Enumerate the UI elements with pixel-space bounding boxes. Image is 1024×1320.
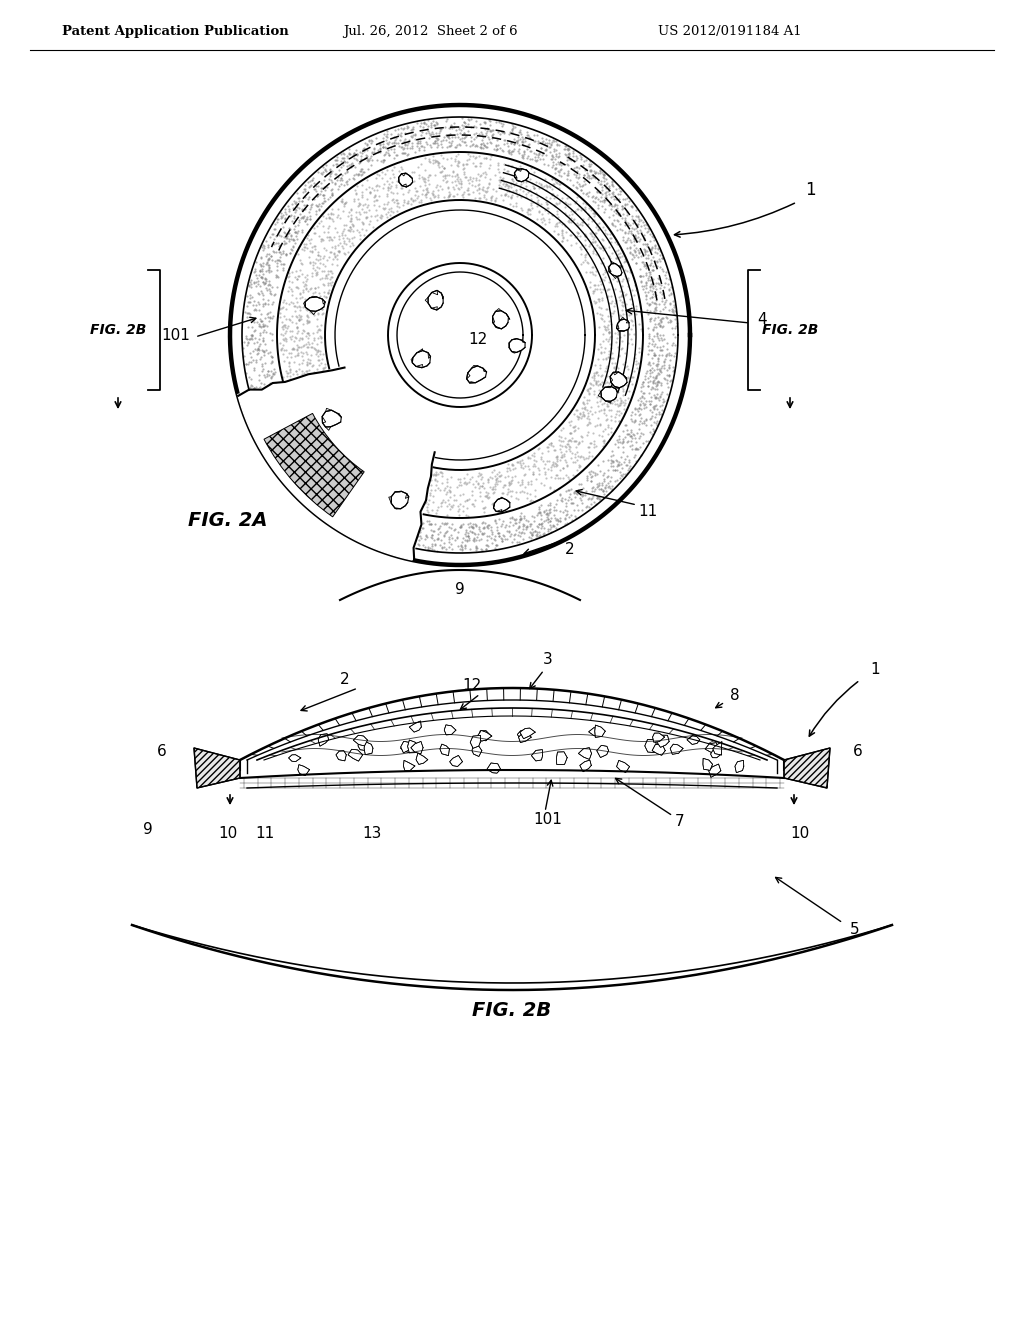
Polygon shape xyxy=(652,744,666,755)
Text: FIG. 2A: FIG. 2A xyxy=(188,511,267,529)
Polygon shape xyxy=(610,372,627,388)
Polygon shape xyxy=(238,366,435,560)
Polygon shape xyxy=(702,758,713,771)
Text: 9: 9 xyxy=(455,582,465,598)
Text: 8: 8 xyxy=(730,688,739,702)
Polygon shape xyxy=(735,760,743,772)
Text: 6: 6 xyxy=(157,744,167,759)
Polygon shape xyxy=(601,387,617,401)
Polygon shape xyxy=(556,752,567,764)
Polygon shape xyxy=(318,734,329,746)
Polygon shape xyxy=(517,730,529,739)
Text: FIG. 2B: FIG. 2B xyxy=(90,323,146,337)
Wedge shape xyxy=(264,413,365,517)
Polygon shape xyxy=(467,366,486,383)
Polygon shape xyxy=(444,725,456,735)
Text: 13: 13 xyxy=(413,466,432,480)
Polygon shape xyxy=(398,173,413,187)
Text: 1: 1 xyxy=(870,663,880,677)
Polygon shape xyxy=(652,733,665,742)
Polygon shape xyxy=(289,755,301,762)
Polygon shape xyxy=(413,351,430,368)
Text: 11: 11 xyxy=(638,504,657,520)
Text: 12: 12 xyxy=(463,677,481,693)
Polygon shape xyxy=(579,747,592,759)
Polygon shape xyxy=(670,744,683,754)
Polygon shape xyxy=(706,743,720,754)
Polygon shape xyxy=(411,742,423,754)
Text: 10: 10 xyxy=(791,825,810,841)
Polygon shape xyxy=(487,763,501,774)
Text: FIG. 2B: FIG. 2B xyxy=(762,323,818,337)
Text: FIG. 2B: FIG. 2B xyxy=(472,1001,552,1019)
Polygon shape xyxy=(520,729,536,739)
Text: 11: 11 xyxy=(255,825,274,841)
Text: 12: 12 xyxy=(468,333,487,347)
Text: 10: 10 xyxy=(218,825,238,841)
Polygon shape xyxy=(305,297,326,312)
Polygon shape xyxy=(416,754,428,764)
Polygon shape xyxy=(410,721,421,733)
Text: Patent Application Publication: Patent Application Publication xyxy=(61,25,289,38)
Polygon shape xyxy=(400,742,414,752)
Polygon shape xyxy=(358,741,369,750)
Polygon shape xyxy=(518,731,531,743)
Text: 101: 101 xyxy=(161,327,190,342)
Polygon shape xyxy=(597,746,608,758)
Polygon shape xyxy=(365,742,373,755)
Polygon shape xyxy=(403,760,415,771)
Polygon shape xyxy=(616,760,630,772)
Polygon shape xyxy=(391,491,409,508)
Polygon shape xyxy=(784,748,830,788)
Text: 13: 13 xyxy=(362,825,382,841)
Polygon shape xyxy=(531,750,543,760)
Polygon shape xyxy=(323,411,341,426)
Polygon shape xyxy=(595,725,605,738)
Polygon shape xyxy=(450,755,463,767)
Polygon shape xyxy=(477,730,492,742)
Text: 101: 101 xyxy=(534,813,562,828)
Polygon shape xyxy=(336,751,346,760)
Polygon shape xyxy=(687,735,699,744)
Text: 4: 4 xyxy=(757,313,767,327)
Polygon shape xyxy=(711,748,721,758)
Polygon shape xyxy=(580,760,591,772)
Text: 2: 2 xyxy=(340,672,350,688)
Polygon shape xyxy=(493,310,509,329)
Polygon shape xyxy=(713,742,722,755)
Polygon shape xyxy=(479,731,490,741)
Polygon shape xyxy=(645,739,656,752)
Polygon shape xyxy=(656,735,669,747)
Text: 1: 1 xyxy=(805,181,815,199)
Text: US 2012/0191184 A1: US 2012/0191184 A1 xyxy=(658,25,802,38)
Polygon shape xyxy=(472,746,482,756)
Text: 7: 7 xyxy=(675,814,685,829)
Polygon shape xyxy=(709,764,721,777)
Polygon shape xyxy=(194,748,240,788)
Polygon shape xyxy=(408,741,420,752)
Polygon shape xyxy=(494,498,510,512)
Text: Jul. 26, 2012  Sheet 2 of 6: Jul. 26, 2012 Sheet 2 of 6 xyxy=(343,25,517,38)
Polygon shape xyxy=(428,290,443,310)
Polygon shape xyxy=(608,264,622,276)
Text: 5: 5 xyxy=(850,923,860,937)
Polygon shape xyxy=(353,735,368,746)
Polygon shape xyxy=(514,169,528,182)
Polygon shape xyxy=(470,735,480,748)
Text: 9: 9 xyxy=(143,822,153,837)
Polygon shape xyxy=(440,744,450,755)
Polygon shape xyxy=(298,764,309,776)
Text: 2: 2 xyxy=(565,543,574,557)
Polygon shape xyxy=(589,727,601,737)
Polygon shape xyxy=(509,339,525,352)
Polygon shape xyxy=(616,319,629,331)
Text: 3: 3 xyxy=(543,652,553,668)
Polygon shape xyxy=(348,750,362,762)
Polygon shape xyxy=(400,742,415,752)
Text: 6: 6 xyxy=(853,744,863,759)
